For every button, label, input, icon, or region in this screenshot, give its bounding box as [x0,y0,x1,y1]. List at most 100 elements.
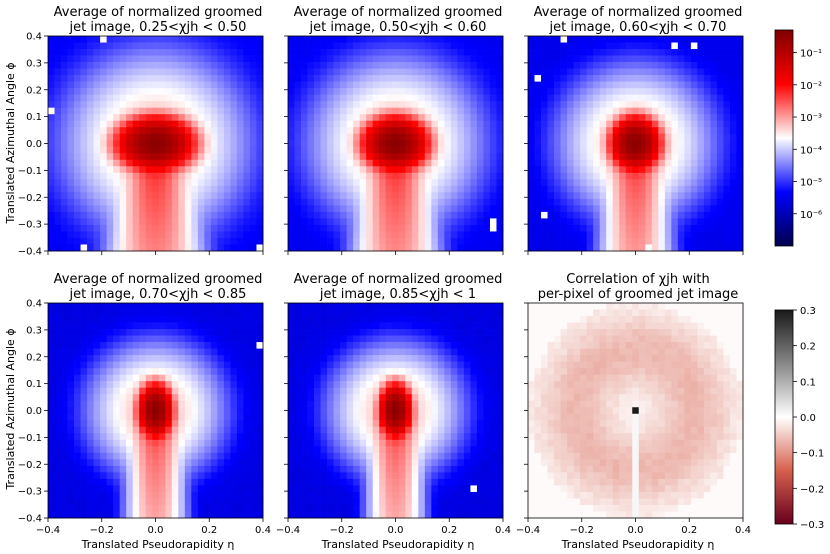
heatmap-cell [67,42,75,50]
heatmap-cell [126,478,134,486]
heatmap-cell [346,237,354,245]
heatmap-cell [723,211,731,219]
heatmap-cell [67,36,75,43]
heatmap-cell [664,172,672,180]
heatmap-cell [547,88,555,95]
heatmap-cell [184,75,192,82]
heatmap-cell [74,88,81,95]
heatmap-cell [405,400,413,408]
heatmap-cell [139,381,147,389]
heatmap-cell [165,361,173,369]
heatmap-cell [184,231,192,239]
heatmap-cell [437,355,445,362]
heatmap-cell [210,361,218,369]
heatmap-cell [457,159,465,167]
heatmap-cell [223,237,231,245]
heatmap-cell [204,459,212,467]
heatmap-cell [573,49,581,56]
heatmap-cell [534,94,542,102]
heatmap-cell [230,172,238,180]
heatmap-cell [106,348,114,356]
heatmap-cell [677,205,685,213]
heatmap-cell [288,368,295,376]
heatmap-cell [126,511,134,519]
heatmap-cell [294,49,302,56]
heatmap-cell [645,101,653,109]
heatmap-cell [346,355,354,362]
heatmap-cell [288,49,295,56]
heatmap-cell [619,81,627,89]
heatmap-cell [236,101,244,109]
heatmap-cell [684,172,692,180]
heatmap-cell [372,303,380,310]
heatmap-cell [171,68,179,76]
heatmap-cell [145,465,153,473]
heatmap-cell [418,329,426,336]
heatmap-cell [256,459,264,467]
heatmap-cell [333,309,341,317]
heatmap-cell [288,120,295,128]
heatmap-cell [327,159,334,167]
heatmap-cell [450,146,458,154]
heatmap-cell [463,146,471,154]
heatmap-cell [664,107,672,115]
heatmap-cell [392,81,400,89]
heatmap-cell [398,374,406,382]
heatmap-cell [645,49,653,56]
heatmap-cell [307,55,315,63]
heatmap-cell [398,237,406,245]
heatmap-cell [534,166,542,174]
heatmap-cell [210,491,218,499]
heatmap-cell [119,426,127,434]
heatmap-cell [411,387,419,395]
heatmap-cell [236,420,244,428]
heatmap-cell [54,407,62,415]
heatmap-cell [48,329,55,336]
heatmap-cell [145,237,153,245]
heatmap-cell [528,198,535,206]
heatmap-cell [625,49,633,56]
heatmap-cell [210,153,218,161]
heatmap-cell [132,211,140,219]
heatmap-cell [210,511,218,519]
heatmap-cell [547,120,555,128]
heatmap-cell [379,198,387,206]
heatmap-cell [483,400,491,408]
heatmap-cell [366,381,374,389]
heatmap-cell [489,49,497,56]
heatmap-cell [171,198,179,206]
heatmap-cell [152,511,160,519]
heatmap-cell [301,140,308,148]
heatmap-cell [87,172,94,180]
heatmap-cell [93,322,101,330]
heatmap-cell [294,36,302,43]
heatmap-cell [204,498,212,506]
heatmap-cell [606,94,614,102]
heatmap-cell [411,361,419,369]
heatmap-cell [470,120,478,128]
heatmap-cell [333,335,341,343]
heatmap-cell [288,36,295,43]
heatmap-cell [256,465,264,473]
heatmap-cell [61,127,68,135]
heatmap-cell [191,387,199,395]
heatmap-cell [606,159,614,167]
heatmap-cell [405,205,413,213]
heatmap-cell [256,342,264,349]
heatmap-cell [586,49,594,56]
heatmap-cell [736,133,744,141]
heatmap-cell [100,120,107,128]
heatmap-cell [476,244,484,252]
heatmap-cell [723,185,731,193]
heatmap-cell [184,329,192,336]
heatmap-cell [541,68,548,76]
heatmap-cell [411,179,419,187]
heatmap-cell [372,309,380,317]
heatmap-cell [366,36,374,43]
heatmap-cell [703,127,711,135]
heatmap-cell [632,211,640,219]
heatmap-cell [470,387,478,395]
heatmap-cell [664,68,672,76]
heatmap-cell [67,433,75,441]
heatmap-cell [645,42,653,50]
